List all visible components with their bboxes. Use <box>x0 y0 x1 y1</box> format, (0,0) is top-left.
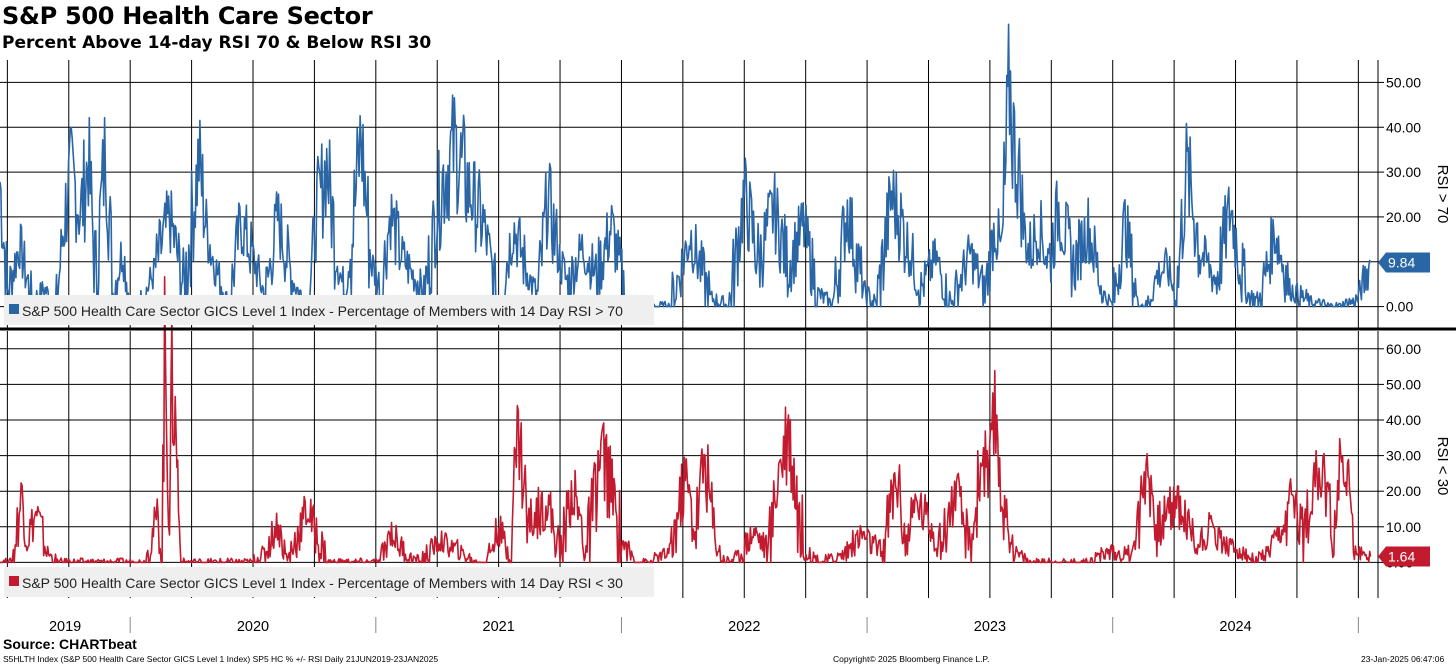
source-note: Source: CHARTbeat <box>3 636 137 652</box>
upper-last-value-label: 9.84 <box>1388 254 1415 270</box>
upper-y-axis-title: RSI > 70 <box>1434 165 1451 224</box>
lower-y-tick-label: 50.00 <box>1386 376 1421 392</box>
lower-y-tick-label: 20.00 <box>1386 483 1421 499</box>
lower-legend-swatch <box>9 576 19 586</box>
ticker-info: S5HLTH Index (S&P 500 Health Care Sector… <box>3 654 439 664</box>
upper-y-tick-label: 40.00 <box>1386 119 1421 135</box>
lower-panel-grid <box>0 331 1379 598</box>
upper-y-tick-label: 30.00 <box>1386 164 1421 180</box>
lower-y-tick-label: 40.00 <box>1386 412 1421 428</box>
upper-legend-box <box>4 295 654 325</box>
lower-y-axis-title: RSI < 30 <box>1434 437 1451 496</box>
lower-series-line <box>0 276 1372 564</box>
lower-y-tick-label: 60.00 <box>1386 341 1421 357</box>
year-label: 2019 <box>49 619 81 635</box>
chart-title: S&P 500 Health Care Sector <box>2 2 373 30</box>
year-label: 2020 <box>237 619 269 635</box>
lower-legend-text: S&P 500 Health Care Sector GICS Level 1 … <box>22 575 623 591</box>
lower-last-value-marker: 1.64 <box>1378 546 1430 567</box>
copyright-note: Copyright© 2025 Bloomberg Finance L.P. <box>833 654 990 664</box>
lower-y-tick-label: 10.00 <box>1386 519 1421 535</box>
upper-legend-swatch <box>9 304 19 314</box>
year-label: 2021 <box>483 619 515 635</box>
upper-series-group <box>0 23 1372 308</box>
upper-last-value-marker: 9.84 <box>1378 252 1430 273</box>
upper-y-tick-label: 50.00 <box>1386 74 1421 90</box>
timestamp: 23-Jan-2025 06:47:06 <box>1361 654 1445 664</box>
lower-y-tick-label: 30.00 <box>1386 448 1421 464</box>
year-label: 2022 <box>728 619 760 635</box>
upper-legend-text: S&P 500 Health Care Sector GICS Level 1 … <box>22 303 623 319</box>
upper-series-line <box>0 23 1372 308</box>
year-label: 2024 <box>1219 619 1251 635</box>
lower-series-group <box>0 276 1372 564</box>
chart-subtitle: Percent Above 14-day RSI 70 & Below RSI … <box>2 33 432 53</box>
lower-last-value-label: 1.64 <box>1388 549 1415 565</box>
year-label: 2023 <box>974 619 1006 635</box>
lower-legend-box <box>4 567 654 597</box>
year-axis: 2019 2020 2021 2022 2023 2024 <box>49 617 1359 635</box>
upper-y-tick-label: 0.00 <box>1386 299 1413 315</box>
upper-y-tick-label: 20.00 <box>1386 209 1421 225</box>
upper-panel-grid <box>0 60 1379 329</box>
